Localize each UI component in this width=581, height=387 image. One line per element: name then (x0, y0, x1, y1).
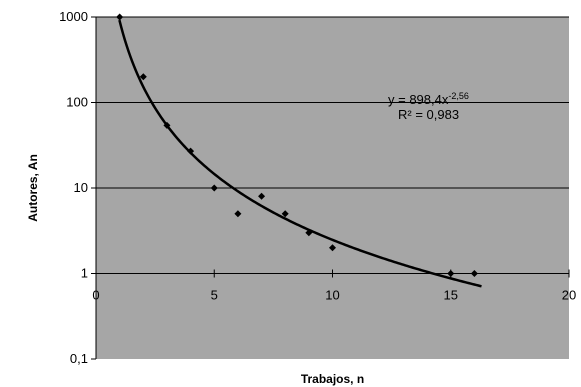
data-point (447, 270, 455, 277)
data-point (139, 73, 147, 81)
x-tick-label: 15 (444, 288, 458, 303)
trendline-equation: y = 898,4x-2,56 (388, 91, 469, 107)
x-tick-labels: 0 5 10 15 20 (92, 269, 576, 303)
y-tick-label: 0,1 (70, 351, 88, 366)
equation-base: y = 898,4x (388, 92, 449, 107)
y-tick-label: 1 (81, 266, 88, 281)
data-point (258, 192, 266, 200)
x-tick-label: 10 (325, 288, 339, 303)
x-tick-label: 0 (92, 288, 99, 303)
y-axis-title: Autores, An (26, 154, 40, 222)
data-point (210, 184, 218, 192)
data-point (163, 121, 171, 129)
data-point (305, 229, 313, 237)
data-point (329, 244, 336, 252)
trendline-curve (118, 19, 482, 288)
y-tick-labels: 0,1 1 10 100 1000 (59, 9, 96, 366)
equation-exponent: -2,56 (448, 91, 469, 101)
x-tick-label: 5 (211, 288, 218, 303)
data-point (281, 210, 289, 218)
data-point (234, 210, 242, 218)
x-tick-label: 20 (562, 288, 576, 303)
data-point (470, 270, 478, 277)
data-point (116, 13, 124, 21)
y-tick-label: 100 (66, 95, 88, 110)
r-squared-label: R² = 0,983 (398, 107, 459, 122)
x-axis-title: Trabajos, n (301, 372, 364, 386)
y-tick-label: 1000 (59, 9, 88, 24)
y-tick-label: 10 (74, 180, 88, 195)
data-points (116, 13, 478, 277)
data-point (187, 147, 195, 155)
